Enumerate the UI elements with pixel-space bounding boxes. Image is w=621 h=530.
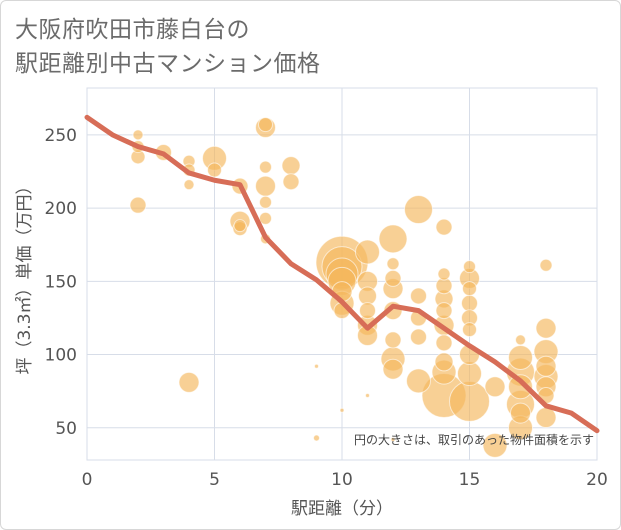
bubble-point	[313, 434, 320, 442]
x-tick-label: 0	[82, 470, 93, 490]
bubble-point	[410, 287, 427, 305]
bubble-point	[178, 371, 200, 393]
bubble-point	[435, 302, 453, 320]
bubble-point	[359, 302, 376, 320]
bubble-point	[539, 258, 553, 272]
bubble-point	[183, 179, 195, 191]
bubble-point	[384, 269, 402, 287]
bubble-point	[259, 160, 272, 174]
bubble-point	[535, 355, 557, 377]
x-tick-label: 5	[209, 470, 220, 490]
y-axis-title: 坪（3.3㎡）単価（万円）	[15, 177, 35, 374]
bubble-point	[258, 117, 273, 133]
bubble-point	[255, 175, 276, 197]
bubble-point	[434, 352, 454, 372]
x-tick-label: 10	[331, 470, 353, 490]
bubble-point	[386, 257, 400, 271]
bubble-point	[390, 436, 396, 442]
bubble-point	[482, 432, 508, 458]
y-tick-label: 150	[45, 272, 77, 292]
x-tick-label: 15	[459, 470, 481, 490]
y-tick-label: 50	[55, 419, 77, 439]
bubble-point	[404, 195, 433, 225]
y-tick-label: 250	[45, 126, 77, 146]
x-tick-label: 20	[586, 470, 608, 490]
bubble-point	[281, 156, 301, 176]
bubble-point	[461, 294, 478, 312]
bubble-point	[535, 317, 557, 339]
bubble-point	[462, 322, 477, 338]
chart-title-line1: 大阪府吹田市藤白台の	[15, 17, 250, 43]
bubble-point	[435, 218, 453, 236]
bubble-point	[259, 195, 272, 209]
bubble-point	[365, 393, 370, 399]
bubble-point	[508, 344, 533, 370]
size-annotation: 円の大きさは、取引のあった物件面積を示す	[354, 432, 594, 447]
bubble-point	[382, 358, 404, 380]
bubble-point	[355, 239, 380, 265]
y-tick-label: 200	[45, 199, 77, 219]
trend-line-layer	[84, 114, 600, 434]
tick-labels: 0 5 10 15 20 50 100 150 200 250	[45, 126, 608, 490]
trend-line	[84, 114, 600, 434]
bubble-point	[339, 407, 345, 413]
bubble-point	[463, 260, 476, 274]
bubble-point	[484, 376, 506, 398]
bubble-point	[535, 407, 557, 429]
bubble-point	[449, 380, 490, 422]
bubble-point	[259, 211, 272, 225]
bubble-point	[378, 224, 408, 254]
bubble-point	[462, 281, 477, 297]
y-tick-label: 100	[45, 346, 77, 366]
bubbles-layer	[129, 117, 559, 458]
bubble-point	[129, 196, 147, 214]
bubble-point	[437, 267, 451, 281]
bubble-point	[435, 334, 453, 352]
x-axis-title: 駅距離（分）	[291, 499, 393, 519]
chart-title: 大阪府吹田市藤白台の 駅距離別中古マンション価格	[15, 13, 321, 81]
bubble-point	[282, 173, 300, 191]
bubble-point	[457, 361, 482, 387]
bubble-point	[410, 328, 427, 346]
bubble-point	[515, 334, 526, 346]
bubble-point	[132, 129, 144, 141]
bubble-point	[384, 331, 402, 349]
chart-title-line2: 駅距離別中古マンション価格	[15, 51, 321, 77]
bubble-point	[406, 368, 431, 394]
bubble-point	[233, 219, 247, 233]
bubble-point	[508, 374, 533, 400]
bubble-point	[207, 162, 222, 178]
bubble-point	[314, 363, 319, 369]
bubble-point	[510, 402, 531, 424]
